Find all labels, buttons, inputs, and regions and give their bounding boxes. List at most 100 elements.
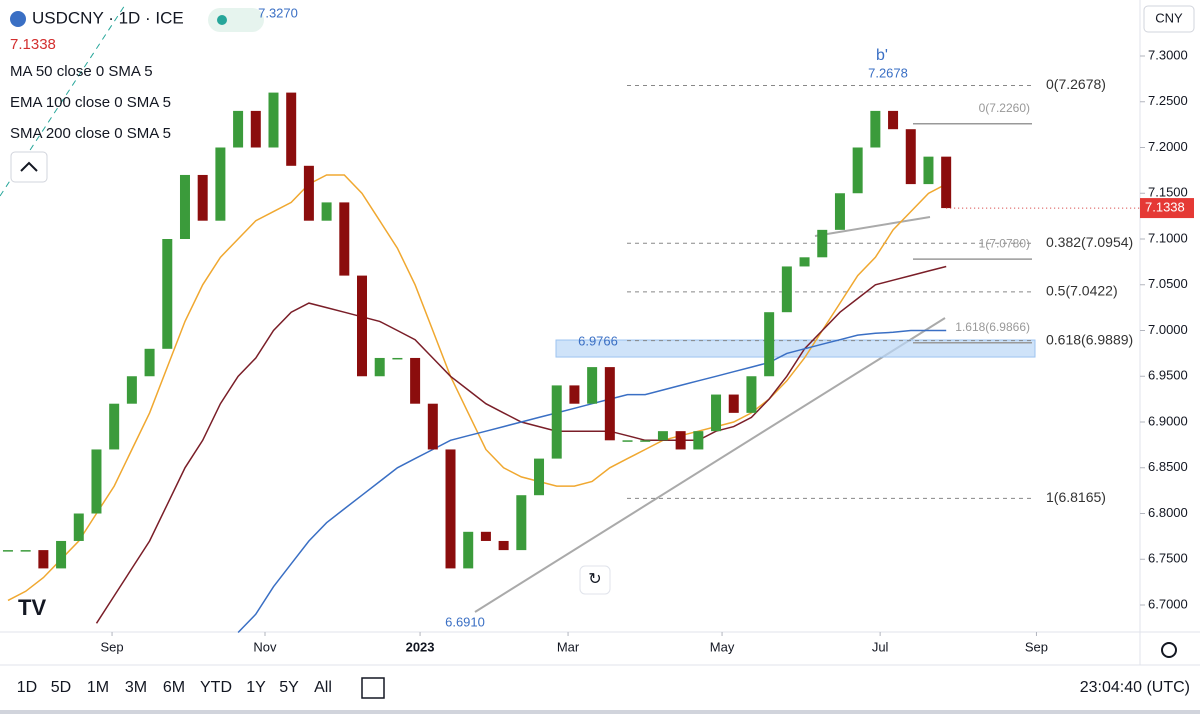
y-tick-label: 6.7000 bbox=[1148, 596, 1188, 611]
symbol: USDCNY · 1D · ICE bbox=[32, 8, 184, 27]
price-annotation: 6.9766 bbox=[578, 333, 618, 348]
range-button[interactable]: 1Y bbox=[246, 679, 266, 696]
candle bbox=[233, 110, 244, 148]
symbol-icon bbox=[10, 11, 26, 27]
trendline bbox=[814, 216, 931, 237]
candle bbox=[587, 367, 598, 404]
x-tick-label: Mar bbox=[557, 639, 580, 654]
date-range-icon[interactable] bbox=[361, 677, 385, 699]
indicator: MA 50 close 0 SMA 5 bbox=[10, 63, 153, 80]
y-tick-label: 6.8000 bbox=[1148, 505, 1188, 520]
reset-button[interactable] bbox=[579, 565, 611, 595]
candle bbox=[799, 257, 810, 267]
x-tick-label: Nov bbox=[253, 639, 277, 654]
candle bbox=[357, 275, 368, 377]
chevron-icon bbox=[20, 161, 38, 172]
candle bbox=[746, 376, 757, 413]
candle bbox=[551, 385, 562, 459]
candle bbox=[781, 266, 792, 313]
fib-label: 1(7.0780) bbox=[979, 236, 1030, 250]
candle bbox=[179, 174, 190, 240]
candle bbox=[20, 550, 31, 552]
price-annotation: 6.6910 bbox=[445, 614, 485, 629]
fib-label: 0.382(7.0954) bbox=[1046, 234, 1133, 250]
currency: CNY bbox=[1155, 10, 1183, 25]
candle bbox=[640, 440, 651, 442]
range-button[interactable]: YTD bbox=[200, 679, 232, 696]
candle bbox=[410, 357, 421, 404]
candle bbox=[569, 385, 580, 404]
candle bbox=[463, 531, 474, 569]
candle bbox=[286, 92, 297, 166]
candle bbox=[480, 531, 491, 541]
candle bbox=[941, 156, 952, 209]
ma-line bbox=[95, 265, 947, 624]
candle bbox=[445, 449, 456, 569]
candle bbox=[728, 394, 739, 413]
x-tick-label: 2023 bbox=[406, 639, 435, 654]
collapse-button[interactable] bbox=[10, 151, 48, 183]
x-tick-label: May bbox=[710, 639, 735, 654]
candle bbox=[693, 431, 704, 450]
candle bbox=[197, 174, 208, 221]
y-tick-label: 7.1500 bbox=[1148, 185, 1188, 200]
status-dot bbox=[217, 15, 227, 25]
fib-label: 0(7.2260) bbox=[979, 101, 1030, 115]
candle bbox=[657, 431, 668, 441]
currency-button[interactable] bbox=[1143, 5, 1195, 33]
x-tick-label: Jul bbox=[872, 639, 889, 654]
last-price: 7.1338 bbox=[10, 36, 56, 53]
range-button[interactable]: 3M bbox=[125, 679, 147, 696]
candle bbox=[73, 513, 84, 541]
candle bbox=[604, 367, 615, 441]
range-button[interactable]: 1M bbox=[87, 679, 109, 696]
fib-label: 1.618(6.9866) bbox=[955, 320, 1030, 334]
candle bbox=[711, 394, 722, 432]
status-pill bbox=[208, 8, 264, 32]
x-tick-label: Sep bbox=[1025, 639, 1048, 654]
x-tick-label: Sep bbox=[100, 639, 123, 654]
range-button[interactable]: All bbox=[314, 679, 332, 696]
fib-label: 0.5(7.0422) bbox=[1046, 283, 1118, 299]
candle bbox=[622, 440, 633, 442]
candle bbox=[834, 193, 845, 230]
settings-icon[interactable] bbox=[1161, 642, 1177, 658]
y-tick-label: 7.0500 bbox=[1148, 276, 1188, 291]
last-price-tag-label: 7.1338 bbox=[1145, 200, 1185, 215]
candle bbox=[374, 357, 385, 377]
candle bbox=[126, 376, 137, 404]
range-button[interactable]: 5Y bbox=[279, 679, 299, 696]
price-annotation: 7.3270 bbox=[258, 5, 298, 20]
fib-label: 0.618(6.9889) bbox=[1046, 331, 1133, 347]
candle bbox=[38, 550, 49, 569]
y-tick-label: 7.0000 bbox=[1148, 322, 1188, 337]
y-tick-label: 7.2000 bbox=[1148, 139, 1188, 154]
candle bbox=[339, 202, 350, 276]
price-annotation: b' bbox=[876, 47, 888, 64]
candle bbox=[56, 540, 67, 569]
candle bbox=[923, 156, 934, 185]
candle bbox=[392, 357, 403, 360]
candle bbox=[516, 495, 527, 551]
range-button[interactable]: 1D bbox=[17, 679, 37, 696]
candle bbox=[215, 147, 226, 221]
fib-label: 1(6.8165) bbox=[1046, 489, 1106, 505]
y-tick-label: 6.9000 bbox=[1148, 413, 1188, 428]
candle bbox=[250, 110, 261, 148]
range-button[interactable]: 6M bbox=[163, 679, 185, 696]
candle bbox=[303, 165, 314, 221]
trendline bbox=[474, 317, 946, 613]
fib-label: 0(7.2678) bbox=[1046, 76, 1106, 92]
reset-icon: ↻ bbox=[588, 571, 601, 588]
candle bbox=[870, 110, 881, 148]
candle bbox=[268, 92, 279, 148]
range-button[interactable]: 5D bbox=[51, 679, 71, 696]
candle bbox=[162, 239, 173, 349]
y-tick-label: 6.8500 bbox=[1148, 459, 1188, 474]
candle bbox=[321, 202, 332, 221]
last-price-tag bbox=[1140, 198, 1194, 219]
candle bbox=[144, 348, 155, 377]
candle bbox=[817, 229, 828, 258]
y-tick-label: 7.1000 bbox=[1148, 230, 1188, 245]
